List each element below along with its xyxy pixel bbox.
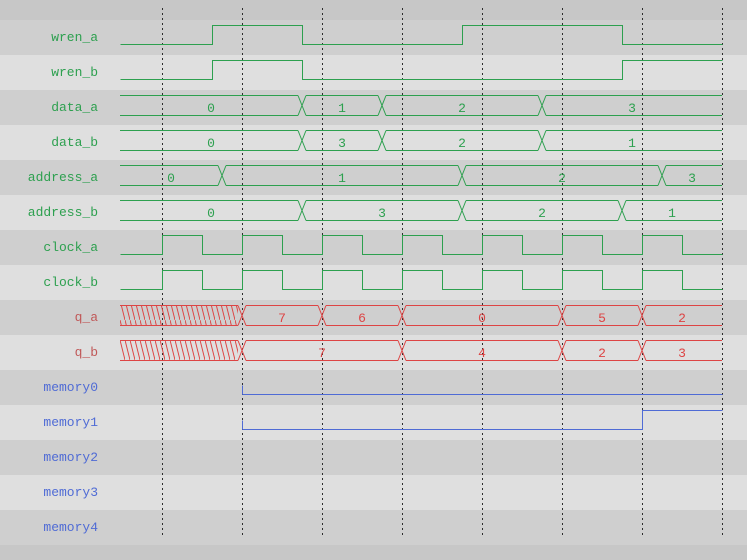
bus-crossing [617,200,627,221]
bus-crossing [637,340,647,361]
bus-crossing [377,95,387,116]
bus-crossing [457,200,467,221]
bus-value: 3 [378,206,386,221]
bus-crossing [537,95,547,116]
signal-label-memory3[interactable]: memory3 [43,485,98,500]
row-stripe [0,510,747,545]
row-stripe [0,440,747,475]
signal-label-memory2[interactable]: memory2 [43,450,98,465]
bus-value: 2 [538,206,546,221]
bus-value: 2 [558,171,566,186]
signal-label-clock_a[interactable]: clock_a [43,240,98,255]
bus-value: 1 [338,101,346,116]
row-stripe [0,475,747,510]
signal-label-q_b[interactable]: q_b [74,345,98,360]
bus-crossing [537,130,547,151]
bus-value: 3 [678,346,686,361]
bus-value: 3 [688,171,696,186]
signal-label-wren_b[interactable]: wren_b [51,65,98,80]
bus-crossing [397,340,407,361]
row-stripe [0,265,747,300]
signal-label-memory0[interactable]: memory0 [43,380,98,395]
signal-label-address_b[interactable]: address_b [27,205,98,220]
bus-crossing [637,305,647,326]
signal-label-clock_b[interactable]: clock_b [43,275,98,290]
bus-crossing [657,165,667,186]
bus-crossing [457,165,467,186]
bus-value: 0 [478,311,486,326]
signal-label-wren_a[interactable]: wren_a [51,30,98,45]
bit-wave-clock_a [120,235,723,255]
bus-value: 5 [598,311,606,326]
bus-value: 0 [207,136,215,151]
signal-label-q_a[interactable]: q_a [74,310,98,325]
bus-value: 2 [458,101,466,116]
signal-label-data_a[interactable]: data_a [51,100,98,115]
bus-value: 2 [598,346,606,361]
bus-value: 4 [478,346,486,361]
bus-crossing [557,305,567,326]
bus-crossing [397,305,407,326]
bus-crossing [377,130,387,151]
row-stripe [0,405,747,440]
signal-label-address_a[interactable]: address_a [27,170,98,185]
bus-value: 2 [458,136,466,151]
bus-crossing [297,200,307,221]
signal-label-memory4[interactable]: memory4 [43,520,98,535]
bus-value: 7 [318,346,326,361]
row-stripe [0,370,747,405]
bus-crossing [237,340,247,361]
bus-value: 2 [678,311,686,326]
bit-wave-wren_b [120,60,723,80]
bus-value: 6 [358,311,366,326]
bus-crossing [217,165,227,186]
bus-value: 0 [167,171,175,186]
bus-crossing [317,305,327,326]
bus-crossing [237,305,247,326]
bus-crossing [297,130,307,151]
row-stripe [0,230,747,265]
unknown-value-hatch [120,305,238,326]
bus-crossing [297,95,307,116]
bit-wave-clock_b [120,270,723,290]
bus-value: 3 [338,136,346,151]
signal-label-data_b[interactable]: data_b [51,135,98,150]
bus-value: 1 [668,206,676,221]
bus-value: 0 [207,206,215,221]
signal-label-memory1[interactable]: memory1 [43,415,98,430]
bus-crossing [557,340,567,361]
bus-value: 1 [338,171,346,186]
bit-wave-memory1 [242,410,723,430]
bus-value: 0 [207,101,215,116]
bus-value: 7 [278,311,286,326]
bus-value: 3 [628,101,636,116]
bit-wave-wren_a [120,25,723,45]
bus-value: 1 [628,136,636,151]
unknown-value-hatch [120,340,238,361]
